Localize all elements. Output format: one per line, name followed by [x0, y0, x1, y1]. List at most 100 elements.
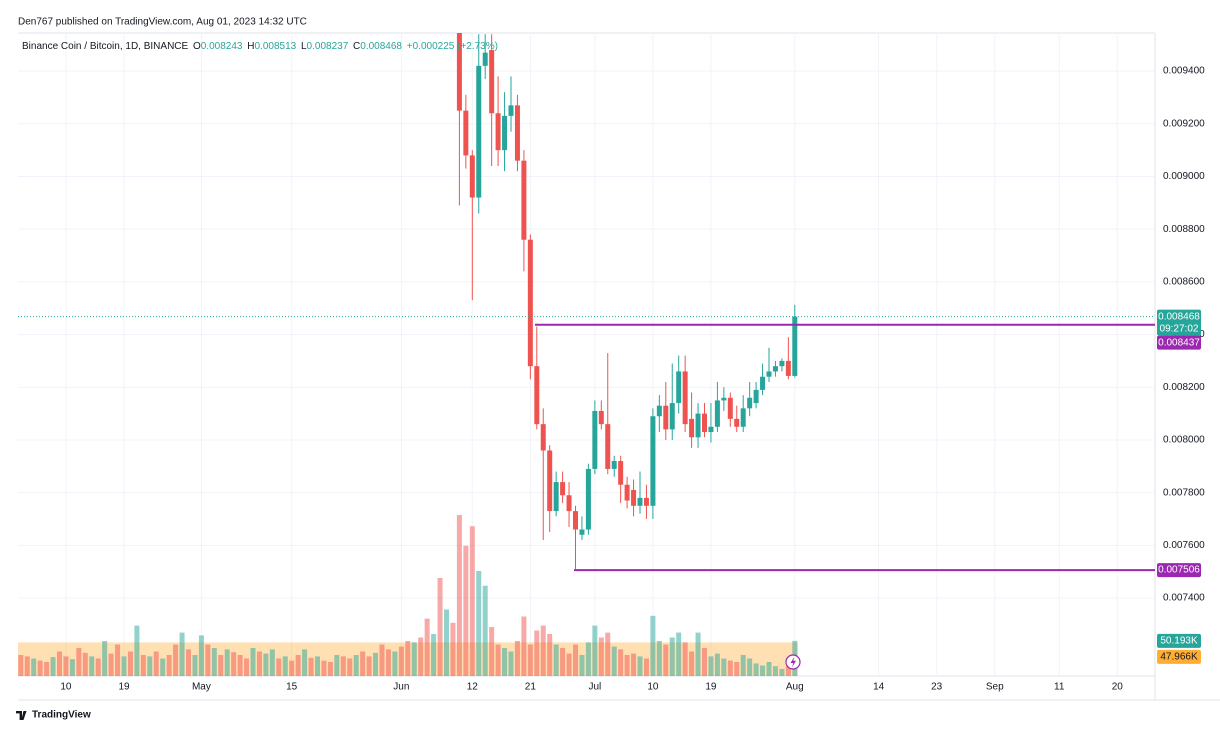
candle-body: [456, 33, 462, 111]
volume-bar: [244, 658, 250, 676]
volume-bar: [308, 657, 314, 676]
volume-bar: [211, 648, 217, 676]
candle-body: [740, 408, 746, 427]
volume-bar: [489, 627, 495, 676]
countdown-label: 09:27:02: [1160, 323, 1199, 334]
volume-bar: [463, 545, 469, 676]
volume-bar: [424, 618, 430, 676]
legend-header: Binance Coin / Bitcoin, 1D, BINANCE O0.0…: [22, 41, 498, 52]
volume-bar: [269, 649, 275, 676]
volume-bar: [276, 658, 282, 676]
candle-body: [592, 410, 598, 469]
volume-bar: [263, 653, 269, 676]
volume-bar: [405, 641, 411, 676]
volume-bar: [573, 644, 578, 676]
volume-bar: [69, 659, 75, 676]
volume-bar: [585, 642, 591, 676]
y-tick-label: 0.008200: [1163, 382, 1205, 393]
volume-bar: [708, 656, 714, 676]
level-box: [1157, 335, 1201, 350]
candle-body: [514, 105, 520, 161]
volume-bar: [418, 637, 424, 676]
volume-bar: [721, 658, 727, 676]
candle-body: [618, 461, 624, 485]
volume-bar: [18, 655, 24, 676]
volume-bar: [444, 609, 449, 676]
candle-body: [663, 405, 669, 430]
level-box: [1157, 563, 1201, 578]
candle-body: [579, 529, 585, 535]
x-tick-label: 14: [873, 682, 885, 693]
volume-bar: [785, 666, 791, 676]
candle-body: [540, 424, 546, 451]
candle-body: [650, 416, 656, 506]
ohlc-letter: H: [247, 41, 254, 52]
candle-body: [753, 389, 759, 404]
volume-bar: [89, 656, 95, 676]
volume-bar: [179, 632, 185, 676]
volume-bar: [766, 662, 772, 676]
candle-body: [714, 400, 720, 427]
x-tick-label: 11: [1054, 682, 1065, 693]
volume-bar: [398, 646, 404, 676]
volume-bar: [373, 652, 379, 676]
volume-bar: [508, 651, 514, 676]
x-tick-label: 23: [931, 682, 943, 693]
y-tick-label: 0.007400: [1163, 593, 1205, 604]
y-tick-label: 0.008600: [1163, 277, 1205, 288]
candle-body: [508, 105, 514, 116]
last-price-label: 0.008468: [1158, 311, 1200, 322]
y-tick-label: 0.007800: [1163, 487, 1205, 498]
volume-bar: [140, 655, 146, 676]
volume-bar: [676, 632, 682, 676]
volume-bar: [450, 622, 456, 676]
volume-bar: [147, 656, 153, 676]
volume-last-box: [1157, 633, 1201, 648]
x-tick-label: Aug: [786, 682, 804, 693]
volume-bar: [437, 578, 443, 676]
volume-bar: [95, 658, 101, 676]
candle-body: [682, 371, 688, 425]
volume-bar: [37, 660, 43, 676]
last-price-box: [1157, 309, 1201, 336]
volume-bar: [256, 651, 262, 676]
candle-body: [676, 371, 682, 404]
candle-body: [476, 65, 482, 198]
volume-ma-label: 47.966K: [1160, 652, 1198, 663]
volume-bar: [521, 616, 527, 676]
candle-body: [689, 418, 695, 438]
volume-bar: [82, 652, 88, 676]
volume-bar: [753, 663, 759, 676]
candle-body: [502, 115, 508, 151]
volume-bar: [24, 656, 30, 676]
x-tick-label: May: [192, 682, 211, 693]
candle-body: [521, 160, 527, 240]
y-tick-label: 0.009200: [1163, 118, 1205, 129]
volume-bar: [160, 658, 166, 676]
volume-bar: [289, 660, 295, 676]
level-label: 0.008437: [1158, 337, 1200, 348]
candle-body: [695, 413, 701, 438]
volume-bar: [560, 648, 566, 676]
volume-bar: [740, 655, 746, 676]
volume-bar: [327, 662, 333, 676]
volume-bar: [502, 648, 508, 676]
ohlc-letter: O: [193, 41, 201, 52]
symbol-title: Binance Coin / Bitcoin, 1D, BINANCE: [22, 41, 189, 52]
candle-body: [792, 316, 798, 376]
volume-bar: [250, 648, 256, 676]
volume-bar: [714, 653, 720, 676]
plot-area: [18, 33, 1155, 676]
y-tick-label: 0.008000: [1163, 435, 1205, 446]
volume-bar: [315, 656, 320, 676]
y-tick-label: 0.007600: [1163, 540, 1205, 551]
volume-bar: [282, 656, 288, 676]
volume-bar: [566, 653, 572, 676]
x-tick-label: 10: [647, 682, 659, 693]
candle-body: [482, 52, 488, 66]
candle-body: [469, 155, 475, 198]
volume-bar: [605, 632, 611, 676]
candle-body: [489, 50, 495, 114]
volume-bar: [734, 662, 740, 676]
